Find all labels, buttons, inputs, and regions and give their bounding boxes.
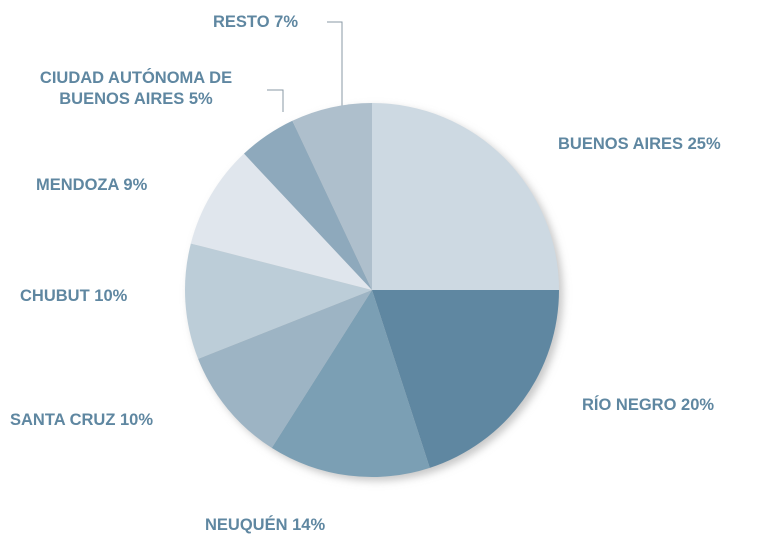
value-label: 9%	[123, 176, 148, 194]
slice-label: SANTA CRUZ 10%	[10, 410, 153, 431]
slice-label: RESTO 7%	[213, 12, 298, 33]
value-label: 14%	[292, 516, 326, 534]
category-name: BUENOS AIRES	[558, 135, 683, 153]
value-label: 7%	[274, 13, 298, 31]
slice-label: RÍO NEGRO 20%	[582, 395, 714, 416]
category-name: MENDOZA	[36, 176, 119, 194]
leader-line	[327, 21, 343, 106]
category-name: CIUDAD AUTÓNOMA DE BUENOS AIRES	[39, 69, 233, 108]
category-name: RESTO	[213, 13, 270, 31]
pie-slice	[372, 290, 559, 468]
slice-label: MENDOZA 9%	[36, 175, 147, 196]
category-name: SANTA CRUZ	[10, 411, 116, 429]
leader-line	[267, 89, 284, 112]
pie-slice	[198, 290, 372, 448]
category-name: NEUQUÉN	[205, 516, 288, 534]
pie-slice	[190, 153, 372, 290]
pie-slice	[372, 103, 559, 290]
pie-slice	[185, 243, 372, 359]
category-name: CHUBUT	[20, 287, 90, 305]
slice-label: NEUQUÉN 14%	[205, 515, 325, 536]
value-label: 10%	[120, 411, 154, 429]
value-label: 10%	[94, 287, 128, 305]
value-label: 25%	[687, 135, 721, 153]
value-label: 5%	[188, 90, 213, 108]
slice-label: BUENOS AIRES 25%	[558, 134, 721, 155]
category-name: RÍO NEGRO	[582, 396, 677, 414]
pie-slice	[292, 103, 372, 290]
value-label: 20%	[681, 396, 715, 414]
pie-slice	[271, 290, 430, 477]
pie-slice	[243, 120, 372, 291]
slice-label: CHUBUT 10%	[20, 286, 127, 307]
slice-label: CIUDAD AUTÓNOMA DE BUENOS AIRES 5%	[16, 68, 256, 110]
